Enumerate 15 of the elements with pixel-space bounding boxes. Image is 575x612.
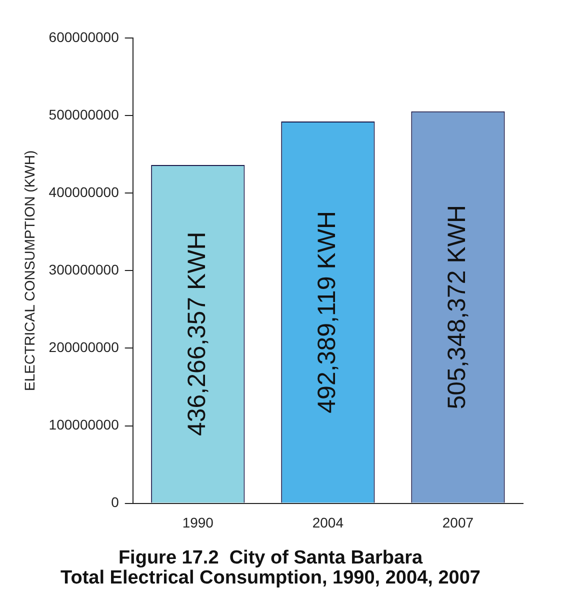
data-label: 505,348,372 KWH xyxy=(442,204,471,410)
y-tick-label: 0 xyxy=(111,494,120,510)
y-tick-label: 300000000 xyxy=(48,262,120,278)
x-tick-label: 1990 xyxy=(182,514,214,531)
y-tick-label: 600000000 xyxy=(48,28,120,45)
text: Figure 17.2 City of Santa Barbara Total Electrical Consumption, 1990, 2004, 2007 xyxy=(60,547,480,588)
y-tick-label: 200000000 xyxy=(48,339,120,356)
y-axis-title: ELECTRICAL CONSUMPTION (KWH) xyxy=(21,150,38,391)
y-tick-label: 100000000 xyxy=(48,416,120,433)
y-tick-label: 500000000 xyxy=(48,106,120,122)
y-tick-label: 400000000 xyxy=(48,184,120,200)
x-tick-label: 2004 xyxy=(312,514,344,531)
data-label: 436,266,357 KWH xyxy=(182,232,211,436)
data-label: 492,389,119 KWH xyxy=(312,210,341,414)
x-tick-label: 2007 xyxy=(442,514,474,531)
